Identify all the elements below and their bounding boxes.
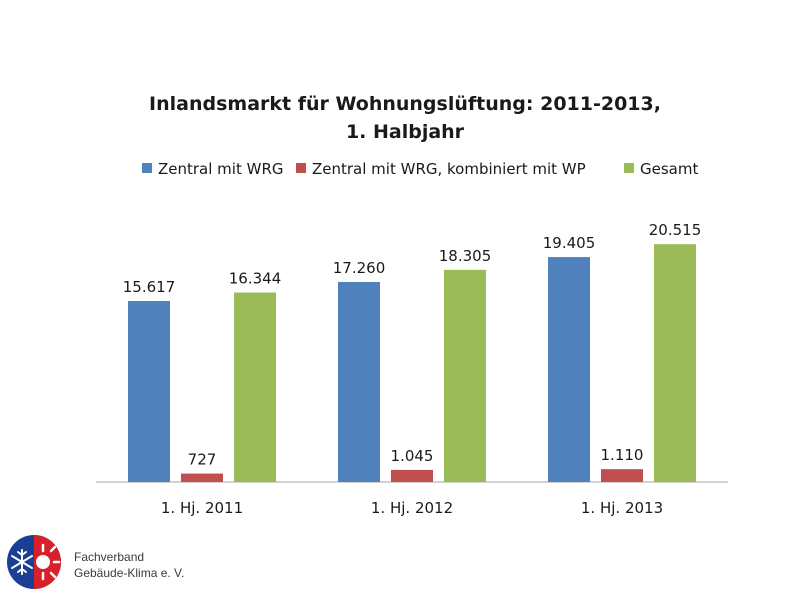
data-label-zentral-1: 15.617 [123,278,176,296]
chart-title-line-2: 1. Halbjahr [346,121,465,143]
legend-swatch-zentral [142,163,152,173]
x-tick-label-2012: 1. Hj. 2012 [371,499,453,517]
legend-label-kombiniert: Zentral mit WRG, kombiniert mit WP [312,160,586,178]
legend-swatch-kombiniert [296,163,306,173]
legend-label-zentral: Zentral mit WRG [158,160,284,178]
legend-label-gesamt: Gesamt [640,160,698,178]
data-label-gesamt-2: 18.305 [439,247,492,265]
bar-kombiniert-2 [391,469,433,482]
data-label-gesamt-1: 16.344 [229,270,282,288]
bar-kombiniert-1 [181,473,223,482]
data-label-gesamt-3: 20.515 [649,221,702,239]
data-labels: 15.617 727 16.344 17.260 1.045 18.305 19.405 1.… [123,221,702,468]
data-label-zentral-2: 17.260 [333,259,386,277]
legend: Zentral mit WRG Zentral mit WRG, kombini… [142,160,698,178]
bar-kombiniert-3 [601,469,643,482]
x-tick-label-2011: 1. Hj. 2011 [161,499,243,517]
chart-title-line-1: Inlandsmarkt für Wohnungslüftung: 2011-2… [149,93,661,115]
data-label-kombiniert-3: 1.110 [601,446,644,464]
bar-zentral-2 [338,281,380,482]
data-label-kombiniert-2: 1.045 [391,447,434,465]
bars [128,244,696,482]
data-label-kombiniert-1: 727 [188,451,217,469]
bar-gesamt-3 [654,244,696,482]
organization-name-line-1: Fachverband [74,549,145,564]
x-tick-label-2013: 1. Hj. 2013 [581,499,663,517]
organization-name-line-2: Gebäude-Klima e. V. [74,565,185,580]
bar-zentral-3 [548,257,590,482]
snowflake-sun-logo-icon [6,534,62,595]
legend-swatch-gesamt [624,163,634,173]
bar-gesamt-1 [234,292,276,482]
organization-name: Fachverband Gebäude-Klima e. V. [74,549,184,581]
bar-zentral-1 [128,300,170,482]
chart: Inlandsmarkt für Wohnungslüftung: 2011-2… [96,93,728,517]
bar-gesamt-2 [444,269,486,482]
data-label-zentral-3: 19.405 [543,234,596,252]
footer: Fachverband Gebäude-Klima e. V. [6,534,184,595]
